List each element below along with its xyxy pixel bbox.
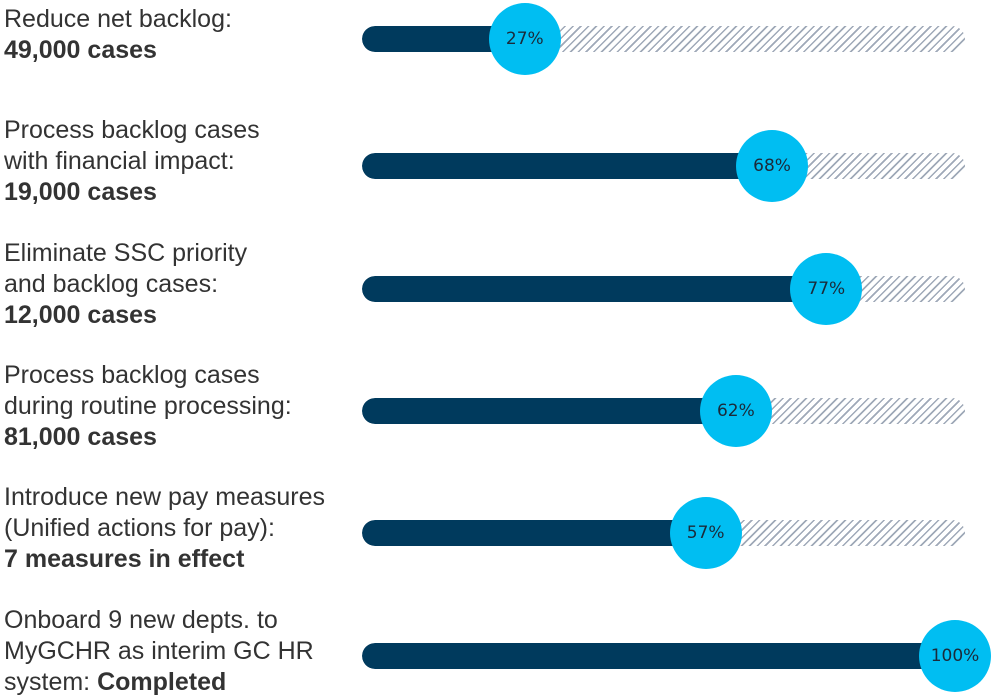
goal-label: Eliminate SSC priority and backlog cases:… bbox=[4, 238, 364, 331]
percent-bubble: 27% bbox=[488, 3, 561, 75]
goal-target-line: 81,000 cases bbox=[4, 422, 364, 453]
progress-track bbox=[362, 520, 965, 546]
goal-target: 49,000 cases bbox=[4, 36, 157, 64]
goal-target-prefix: system: bbox=[4, 668, 98, 696]
goal-label-line: (Unified actions for pay): bbox=[4, 514, 275, 542]
goal-target-line: 12,000 cases bbox=[4, 300, 364, 331]
goal-label-line: Introduce new pay measures bbox=[4, 483, 326, 511]
progress-fill bbox=[362, 153, 773, 179]
goal-label: Introduce new pay measures (Unified actio… bbox=[4, 482, 364, 575]
percent-bubble: 100% bbox=[919, 620, 991, 692]
goal-label-line: MyGCHR as interim GC HR bbox=[4, 637, 314, 665]
percent-bubble: 62% bbox=[699, 375, 772, 447]
progress-fill bbox=[362, 276, 827, 302]
goal-target-line: 7 measures in effect bbox=[4, 544, 364, 575]
goal-label-line: Eliminate SSC priority bbox=[4, 239, 248, 267]
percent-bubble: 68% bbox=[736, 130, 809, 202]
progress-track bbox=[362, 26, 965, 52]
percent-bubble: 57% bbox=[669, 497, 742, 569]
goal-label-line: with financial impact: bbox=[4, 147, 235, 175]
goal-label-line: Process backlog cases bbox=[4, 361, 260, 389]
goal-label: Process backlog cases during routine proc… bbox=[4, 360, 364, 453]
goal-target-line: 19,000 cases bbox=[4, 177, 364, 208]
progress-track bbox=[362, 276, 965, 302]
goal-label: Reduce net backlog: 49,000 cases bbox=[4, 4, 364, 66]
percent-bubble: 77% bbox=[790, 253, 863, 325]
goal-label-line: during routine processing: bbox=[4, 392, 292, 420]
goal-label-line: Onboard 9 new depts. to bbox=[4, 606, 278, 634]
goal-label: Process backlog cases with financial impa… bbox=[4, 115, 364, 208]
goal-target: 12,000 cases bbox=[4, 301, 157, 329]
goal-target: Completed bbox=[97, 668, 227, 696]
progress-fill bbox=[362, 398, 736, 424]
goal-target: 7 measures in effect bbox=[4, 545, 245, 573]
goal-target: 19,000 cases bbox=[4, 178, 157, 206]
goal-label-line: Reduce net backlog: bbox=[4, 5, 232, 33]
goal-target: 81,000 cases bbox=[4, 423, 157, 451]
progress-track bbox=[362, 398, 965, 424]
goal-label: Onboard 9 new depts. to MyGCHR as interim… bbox=[4, 605, 364, 698]
progress-fill bbox=[362, 520, 706, 546]
progress-fill bbox=[362, 26, 525, 52]
goal-label-line: Process backlog cases bbox=[4, 116, 260, 144]
goal-target-line: system: Completed bbox=[4, 667, 364, 698]
progress-fill bbox=[362, 643, 965, 669]
progress-track bbox=[362, 643, 965, 669]
progress-track bbox=[362, 153, 965, 179]
goal-target-line: 49,000 cases bbox=[4, 35, 364, 66]
goal-label-line: and backlog cases: bbox=[4, 270, 219, 298]
